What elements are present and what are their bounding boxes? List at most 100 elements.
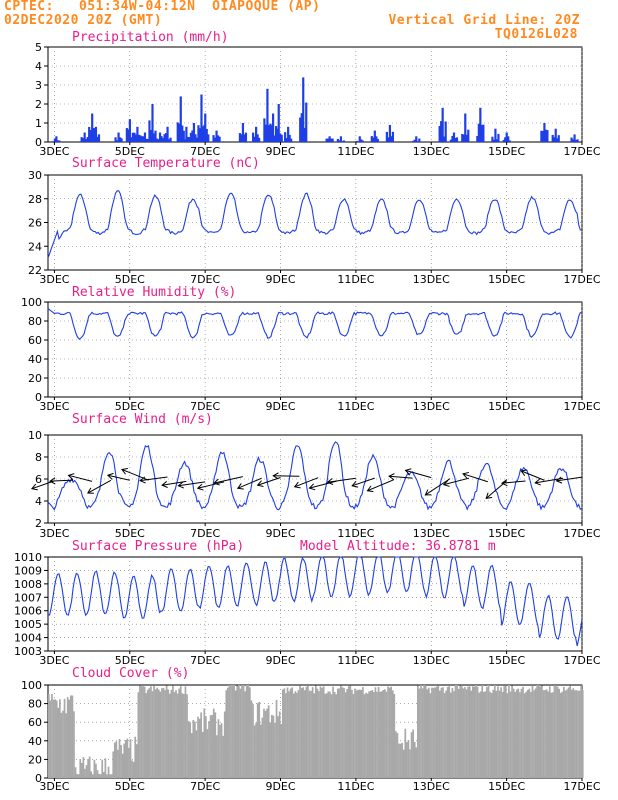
- cloud-bar: [387, 686, 389, 778]
- precip-bar: [554, 128, 557, 142]
- cloud-bar: [248, 687, 251, 778]
- cloud-bar: [489, 691, 491, 778]
- wind-arrow-shaft: [121, 469, 149, 481]
- precip-bar: [255, 126, 258, 142]
- cloud-bar: [264, 710, 267, 778]
- cloud-bar: [570, 689, 573, 778]
- wind-arrow-shaft: [520, 470, 545, 481]
- y-tick-label: 40: [28, 353, 42, 366]
- cloud-bar: [54, 699, 56, 778]
- cloud-bar: [261, 717, 264, 778]
- cloud-bar: [566, 689, 568, 778]
- cloud-bar: [278, 711, 281, 778]
- cloud-bar: [126, 738, 129, 778]
- precip-bar: [127, 129, 130, 142]
- cloud-bar: [266, 708, 268, 778]
- x-tick-label: 11DEC: [337, 527, 374, 540]
- precip-bar: [388, 124, 392, 142]
- cloud-bar: [241, 685, 243, 778]
- cloud-bar: [351, 689, 353, 778]
- precip-bar: [303, 127, 306, 142]
- cloud-bar: [382, 690, 385, 778]
- cloud-bar: [456, 685, 458, 778]
- cloud-bar: [515, 689, 518, 778]
- cloud-bar: [85, 765, 88, 778]
- cloud-bar: [470, 690, 473, 778]
- wind-arrow-head: [67, 473, 75, 480]
- cloud-bar: [201, 731, 204, 778]
- x-tick-label: 9DEC: [265, 273, 295, 286]
- precip-bar: [160, 136, 163, 142]
- precip-bar: [207, 134, 210, 142]
- cloud-bar: [445, 690, 447, 778]
- cloud-bar: [57, 707, 60, 778]
- precip-bar: [361, 140, 364, 142]
- precip-bar: [143, 132, 147, 142]
- cloud-bar: [237, 685, 240, 778]
- precip-bar: [52, 141, 55, 142]
- wind-arrow-shaft: [367, 479, 394, 492]
- cloud-bar: [332, 686, 334, 778]
- panel-frame: [47, 46, 583, 143]
- cloud-bar: [338, 688, 341, 778]
- precip-bar: [416, 141, 419, 142]
- header-date: 02DEC2020 20Z (GMT): [4, 13, 163, 28]
- cloud-bar: [329, 691, 331, 778]
- y-tick-label: 40: [28, 735, 42, 748]
- wind-arrow-head: [106, 472, 114, 480]
- cloud-bar: [404, 728, 407, 778]
- cloud-bar: [296, 692, 298, 778]
- cloud-bar: [216, 735, 218, 778]
- precip-bar: [157, 139, 160, 142]
- precip-bar: [118, 137, 122, 142]
- wind-arrow-shaft: [87, 479, 112, 494]
- precip-bar: [328, 136, 331, 142]
- precip-bar: [238, 133, 242, 142]
- cloud-bar: [558, 688, 561, 778]
- precip-bar: [464, 113, 467, 142]
- cloud-bar: [178, 688, 181, 778]
- wind-arrow-shaft: [462, 473, 488, 483]
- precip-bar: [302, 77, 305, 142]
- precip-bar: [263, 118, 266, 142]
- precip-bar: [279, 133, 282, 142]
- cloud-bar: [415, 747, 418, 778]
- wind-arrow-shaft: [294, 477, 319, 488]
- cloud-bar: [212, 708, 215, 778]
- precip-bar: [213, 137, 217, 142]
- wind-arrow-shaft: [140, 476, 168, 482]
- precip-bar: [467, 129, 470, 142]
- cloud-bar: [492, 689, 495, 778]
- wind-arrow-head: [236, 483, 244, 490]
- cloud-bar: [289, 688, 292, 778]
- cloud-bar: [142, 686, 144, 778]
- wind-arrow-shaft: [257, 477, 281, 486]
- panel-annotation: Model Altitude: 36.8781 m: [300, 539, 496, 554]
- precip-bar: [115, 140, 119, 142]
- cloud-bar: [490, 693, 493, 778]
- cloud-bar: [341, 687, 344, 778]
- precip-bar: [355, 140, 358, 142]
- precip-bar: [441, 107, 444, 142]
- cloud-bar: [567, 687, 570, 778]
- cloud-bar: [311, 687, 314, 778]
- cloud-bar: [208, 721, 210, 778]
- cloud-bar: [151, 691, 154, 778]
- precip-bar: [444, 121, 447, 142]
- wind-arrow-head: [520, 469, 528, 476]
- cloud-bar: [575, 690, 578, 778]
- precip-bar: [276, 128, 279, 142]
- precip-bar: [131, 132, 134, 142]
- panel-frame: [47, 301, 583, 398]
- cloud-bar: [165, 685, 168, 778]
- x-tick-label: 5DEC: [115, 400, 145, 413]
- cloud-bar: [203, 708, 206, 778]
- cloud-bar: [478, 692, 480, 778]
- cloud-bar: [569, 685, 572, 778]
- x-tick-label: 3DEC: [39, 654, 69, 667]
- cloud-bar: [465, 689, 468, 778]
- cloud-bar: [432, 687, 435, 778]
- precip-bar: [338, 140, 341, 142]
- precip-bar: [385, 131, 388, 142]
- cloud-bar: [354, 688, 356, 778]
